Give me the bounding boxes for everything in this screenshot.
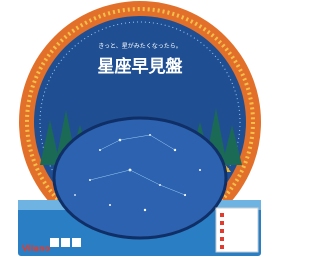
title: 星座早見盤 <box>98 56 184 77</box>
dice <box>50 238 81 247</box>
subtitle: きっと、星がみたくなったら。 <box>98 42 182 50</box>
planisphere-photo: きっと、星がみたくなったら。 星座早見盤 Vilano <box>0 0 279 261</box>
brand-logo: Vilano <box>22 244 51 253</box>
